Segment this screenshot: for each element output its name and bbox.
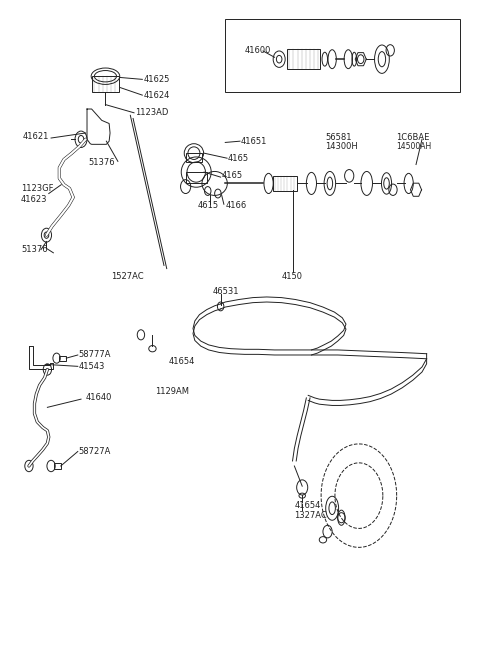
Text: 1327AC: 1327AC (294, 510, 327, 520)
Text: 51376: 51376 (89, 158, 116, 167)
Bar (186, 153, 202, 162)
Text: 41625: 41625 (143, 75, 169, 84)
Text: 14500AH: 14500AH (396, 142, 431, 150)
Text: 58727A: 58727A (79, 447, 111, 456)
Bar (225, 20, 460, 92)
Text: 46531: 46531 (212, 287, 239, 296)
Text: 1527AC: 1527AC (111, 272, 144, 281)
Bar (273, 176, 297, 191)
Text: 4615: 4615 (198, 201, 219, 210)
Text: 1123AD: 1123AD (135, 108, 168, 118)
Text: 41651: 41651 (241, 137, 267, 146)
Text: 41623: 41623 (21, 194, 48, 204)
Text: 1129AM: 1129AM (155, 387, 189, 396)
Text: 4165: 4165 (222, 171, 243, 181)
Bar (60, 355, 66, 361)
Bar (54, 463, 61, 468)
Text: 41543: 41543 (79, 362, 105, 371)
Text: 41654: 41654 (168, 357, 195, 367)
Text: 4150: 4150 (281, 272, 302, 281)
Bar (287, 49, 320, 69)
Text: 41621: 41621 (23, 132, 49, 141)
Text: 41654: 41654 (294, 501, 321, 510)
Polygon shape (29, 346, 53, 369)
Polygon shape (87, 109, 110, 145)
Text: 1C6BAE: 1C6BAE (396, 133, 429, 142)
Text: 41600: 41600 (245, 47, 271, 55)
Text: 4166: 4166 (225, 201, 247, 210)
Text: 1123GF: 1123GF (21, 184, 54, 193)
Text: 41640: 41640 (85, 394, 112, 402)
Text: 58777A: 58777A (79, 350, 111, 359)
Bar (92, 76, 119, 92)
Text: 56581: 56581 (325, 133, 352, 142)
Bar (186, 172, 207, 183)
Text: 41624: 41624 (143, 91, 169, 100)
Text: 4165: 4165 (228, 154, 249, 163)
Text: 51376: 51376 (21, 245, 48, 254)
Text: 14300H: 14300H (325, 142, 358, 150)
